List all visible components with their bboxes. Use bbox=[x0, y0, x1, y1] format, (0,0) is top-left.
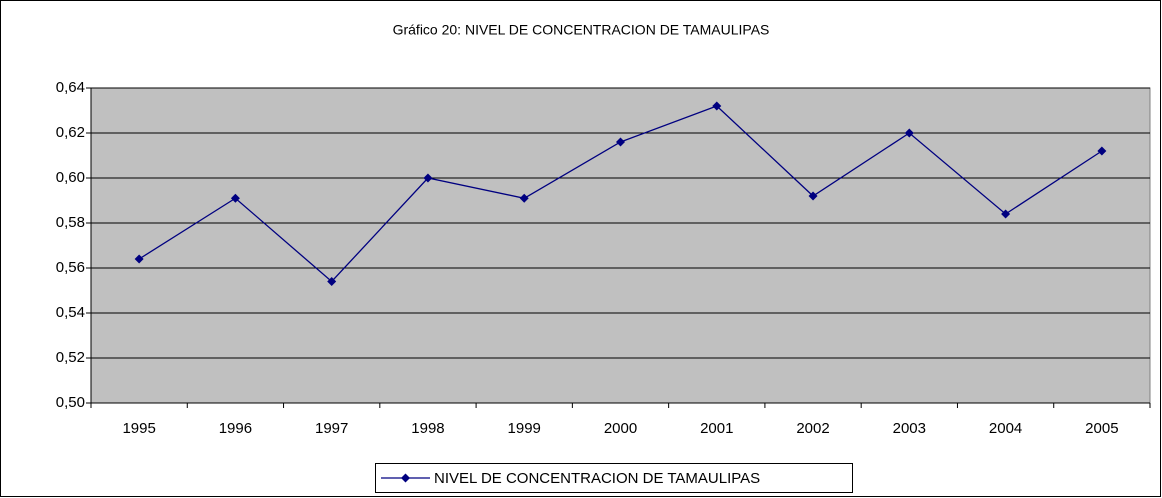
x-tick-label: 1997 bbox=[315, 420, 348, 437]
x-tick-label: 2003 bbox=[893, 420, 926, 437]
x-tick-label: 1996 bbox=[219, 420, 252, 437]
x-tick-label: 1999 bbox=[508, 420, 541, 437]
data-point bbox=[519, 193, 529, 203]
data-point bbox=[134, 254, 144, 264]
x-tick-label: 1998 bbox=[411, 420, 444, 437]
plot-area bbox=[90, 87, 1151, 404]
data-point bbox=[230, 193, 240, 203]
x-tick-label: 2005 bbox=[1085, 420, 1118, 437]
legend-label: NIVEL DE CONCENTRACION DE TAMAULIPAS bbox=[434, 470, 760, 487]
y-tick-label: 0,54 bbox=[56, 304, 85, 321]
data-point bbox=[1097, 146, 1107, 156]
x-tick-label: 2004 bbox=[989, 420, 1022, 437]
data-point bbox=[423, 173, 433, 183]
data-point bbox=[808, 191, 818, 201]
x-tick-label: 1995 bbox=[122, 420, 155, 437]
legend-marker bbox=[401, 473, 410, 483]
data-point bbox=[616, 137, 625, 147]
chart-title: Gráfico 20: NIVEL DE CONCENTRACION DE TA… bbox=[393, 22, 770, 38]
y-tick-label: 0,62 bbox=[56, 124, 85, 141]
x-tick-label: 2002 bbox=[796, 420, 829, 437]
y-tick-label: 0,52 bbox=[56, 349, 85, 366]
y-tick-label: 0,58 bbox=[56, 214, 85, 231]
y-tick-label: 0,50 bbox=[56, 394, 85, 411]
legend-box bbox=[375, 463, 853, 493]
x-tick-label: 2000 bbox=[604, 420, 637, 437]
y-tick-label: 0,60 bbox=[56, 169, 85, 186]
x-tick-label: 2001 bbox=[700, 420, 733, 437]
y-tick-label: 0,56 bbox=[56, 259, 85, 276]
y-tick-label: 0,64 bbox=[56, 79, 85, 96]
data-point bbox=[904, 128, 914, 138]
data-point bbox=[712, 101, 722, 111]
data-point bbox=[1001, 209, 1011, 219]
data-point bbox=[327, 277, 337, 286]
